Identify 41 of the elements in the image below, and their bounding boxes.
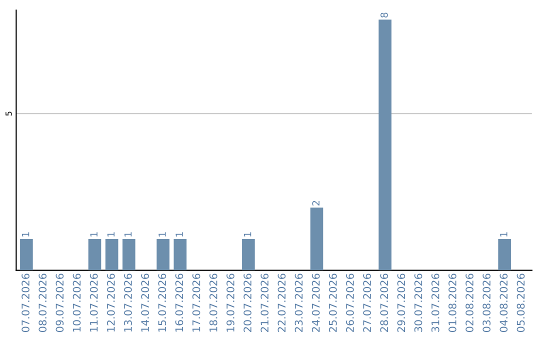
x-tick-label: 24.07.2026 [312, 274, 320, 332]
x-tick-label: 09.07.2026 [56, 274, 64, 332]
data-label: 1 [22, 232, 30, 237]
data-label: 1 [158, 232, 166, 237]
x-tick-label: 18.07.2026 [209, 274, 218, 332]
data-label: 8 [380, 12, 388, 18]
x-tick-label: 22.07.2026 [278, 274, 286, 332]
x-tick-label: 01.08.2026 [448, 274, 456, 332]
x-tick-label: 31.07.2026 [431, 274, 440, 332]
x-tick-label: 21.07.2026 [260, 274, 269, 332]
x-tick-label: 10.07.2026 [72, 274, 81, 332]
x-tick-label: 30.07.2026 [414, 274, 422, 332]
x-tick-label: 11.07.2026 [90, 274, 98, 332]
x-tick-label: 04.08.2026 [500, 274, 508, 332]
data-label: 1 [107, 232, 115, 237]
x-tick-label: 12.07.2026 [106, 274, 115, 332]
x-tick-label: 25.07.2026 [328, 274, 337, 332]
x-tick-label: 29.07.2026 [397, 274, 406, 332]
x-tick-label: 28.07.2026 [380, 274, 388, 332]
x-tick-label: 03.08.2026 [482, 274, 491, 332]
data-label: 1 [244, 232, 252, 237]
x-tick-label: 15.07.2026 [158, 274, 166, 332]
data-label: 1 [90, 232, 98, 237]
x-tick-label: 16.07.2026 [175, 274, 184, 332]
data-label: 1 [124, 232, 132, 237]
data-label: 2 [312, 201, 320, 206]
x-tick-label: 14.07.2026 [141, 274, 149, 332]
x-tick-label: 07.07.2026 [22, 274, 30, 332]
x-tick-label: 08.07.2026 [38, 274, 47, 332]
data-label: 1 [500, 232, 508, 237]
x-tick-label: 05.08.2026 [516, 274, 525, 332]
x-tick-label: 23.07.2026 [294, 274, 303, 332]
x-tick-label: 17.07.2026 [192, 274, 200, 332]
x-tick-label: 26.07.2026 [346, 274, 354, 332]
y-tick-label: 5 [6, 112, 12, 116]
x-tick-label: 19.07.2026 [226, 274, 234, 332]
x-tick-label: 13.07.2026 [124, 274, 132, 332]
x-tick-label: 20.07.2026 [244, 274, 252, 332]
x-tick-label: 02.08.2026 [466, 274, 474, 332]
data-label: 1 [176, 232, 183, 237]
x-tick-label: 27.07.2026 [363, 274, 371, 332]
